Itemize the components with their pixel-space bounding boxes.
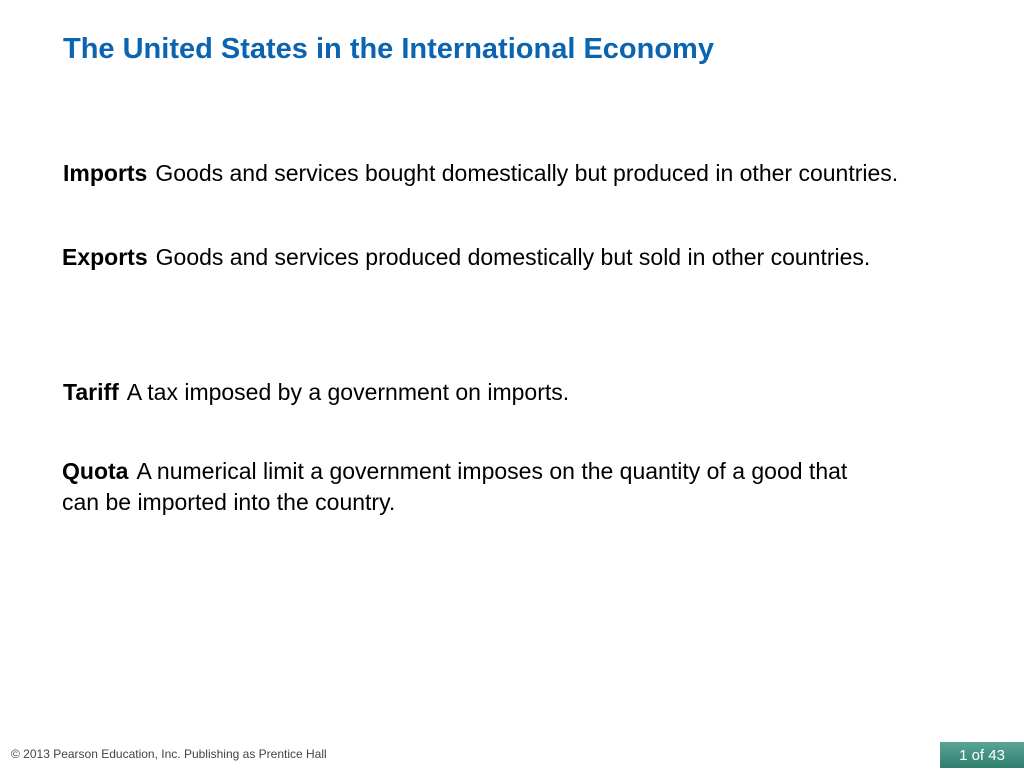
definition-text: Goods and services produced domestically… — [155, 244, 871, 270]
copyright-footer: © 2013 Pearson Education, Inc. Publishin… — [11, 747, 327, 761]
term: Quota — [62, 458, 129, 484]
definition-text-line2: can be imported into the country. — [62, 489, 396, 515]
term: Imports — [63, 160, 148, 186]
term: Exports — [62, 244, 148, 270]
definition-text: A numerical limit a government imposes o… — [136, 458, 848, 484]
definition-exports: Exports Goods and services produced domes… — [62, 242, 870, 273]
definition-quota: Quota A numerical limit a government impo… — [62, 456, 847, 518]
page-indicator: 1 of 43 — [940, 742, 1024, 768]
definition-tariff: Tariff A tax imposed by a government on i… — [63, 377, 569, 408]
slide-title: The United States in the International E… — [63, 33, 714, 65]
definition-imports: Imports Goods and services bought domesti… — [63, 158, 898, 189]
definition-text: Goods and services bought domestically b… — [155, 160, 899, 186]
definition-text: A tax imposed by a government on imports… — [126, 379, 570, 405]
term: Tariff — [63, 379, 119, 405]
